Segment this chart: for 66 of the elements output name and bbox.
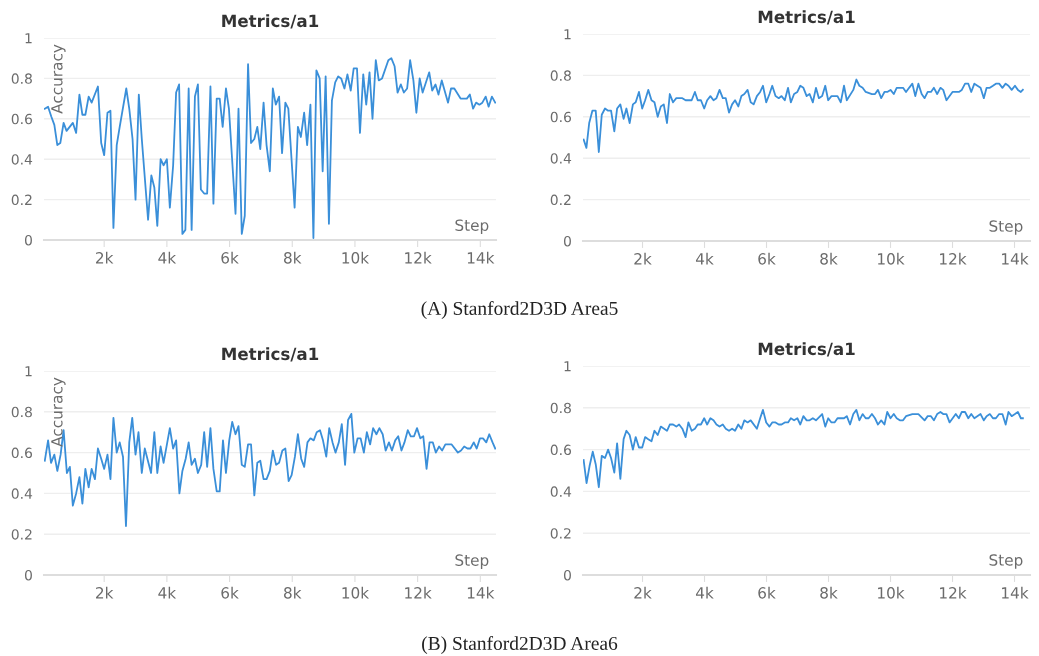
y-tick-label: 0.6 — [11, 447, 33, 459]
text: (A) Stanford2D3D Area5 — [421, 301, 618, 319]
y-tick-label: 0.6 — [550, 111, 572, 123]
line-series — [583, 78, 1024, 153]
x-tick-label: 6k — [758, 252, 776, 265]
y-tick-label: 0.6 — [11, 113, 33, 125]
x-tick-label: 14k — [1002, 586, 1029, 599]
chart-title: Metrics/a1 — [758, 342, 855, 357]
x-tick-label: 8k — [284, 586, 302, 599]
y-tick-label: 1 — [564, 29, 571, 40]
x-tick-label: 4k — [158, 251, 177, 264]
x-axis-title: Step — [989, 220, 1023, 235]
y-tick-label: 0.2 — [550, 194, 571, 206]
y-tick-label: 1 — [25, 33, 32, 44]
x-tick-label: 14k — [467, 251, 495, 264]
x-tick-label: 12k — [405, 251, 432, 264]
y-tick-label: 0.4 — [11, 154, 33, 165]
y-tick-label: 0.8 — [11, 406, 32, 418]
x-tick-label: 6k — [758, 586, 776, 599]
y-axis-title: Accuracy — [51, 44, 66, 114]
y-tick-label: 0.8 — [550, 402, 571, 414]
y-axis-title: Accuracy — [51, 377, 66, 447]
x-tick-label: 12k — [405, 586, 432, 599]
y-tick-label: 0.8 — [11, 73, 32, 84]
x-tick-label: 4k — [695, 586, 714, 599]
y-tick-label: 0 — [24, 234, 32, 246]
x-tick-label: 14k — [1002, 252, 1029, 265]
x-tick-label: 10k — [342, 586, 370, 599]
y-tick-label: 0 — [563, 569, 571, 581]
x-tick-label: 8k — [284, 251, 302, 264]
y-tick-label: 0.4 — [550, 153, 572, 164]
y-tick-label: 0.6 — [550, 444, 572, 456]
x-tick-label: 12k — [940, 586, 967, 599]
x-tick-label: 8k — [820, 252, 838, 265]
x-tick-label: 8k — [820, 586, 838, 599]
x-tick-label: 10k — [342, 251, 370, 264]
line-series — [583, 408, 1024, 489]
x-tick-label: 12k — [940, 252, 967, 265]
y-tick-label: 0.2 — [11, 194, 32, 206]
chart-title: Metrics/a1 — [222, 14, 319, 29]
x-axis-title: Step — [455, 554, 489, 569]
x-tick-label: 2k — [634, 586, 652, 599]
y-tick-label: 0.2 — [550, 528, 571, 539]
y-tick-label: 0.4 — [550, 486, 572, 497]
x-tick-label: 2k — [96, 251, 114, 264]
y-tick-label: 0 — [563, 235, 571, 247]
x-tick-label: 4k — [695, 252, 714, 265]
x-tick-label: 4k — [158, 586, 177, 599]
y-tick-label: 0.4 — [11, 488, 33, 499]
x-tick-label: 2k — [634, 252, 652, 265]
x-axis-title: Step — [455, 219, 489, 234]
y-tick-label: 0.8 — [550, 70, 571, 81]
y-tick-label: 1 — [564, 361, 571, 372]
x-tick-label: 6k — [221, 586, 239, 599]
y-tick-label: 1 — [25, 366, 32, 377]
chart-title: Metrics/a1 — [758, 10, 855, 25]
x-tick-label: 10k — [878, 252, 905, 265]
text: (B) Stanford2D3D Area6 — [422, 636, 618, 654]
chart-title: Metrics/a1 — [222, 347, 319, 362]
y-tick-label: 0.2 — [11, 529, 32, 540]
y-tick-label: 0 — [24, 569, 32, 581]
x-axis-title: Step — [989, 554, 1023, 569]
x-tick-label: 6k — [221, 251, 239, 264]
x-tick-label: 2k — [96, 586, 114, 599]
x-tick-label: 10k — [878, 586, 905, 599]
x-tick-label: 14k — [467, 586, 495, 599]
